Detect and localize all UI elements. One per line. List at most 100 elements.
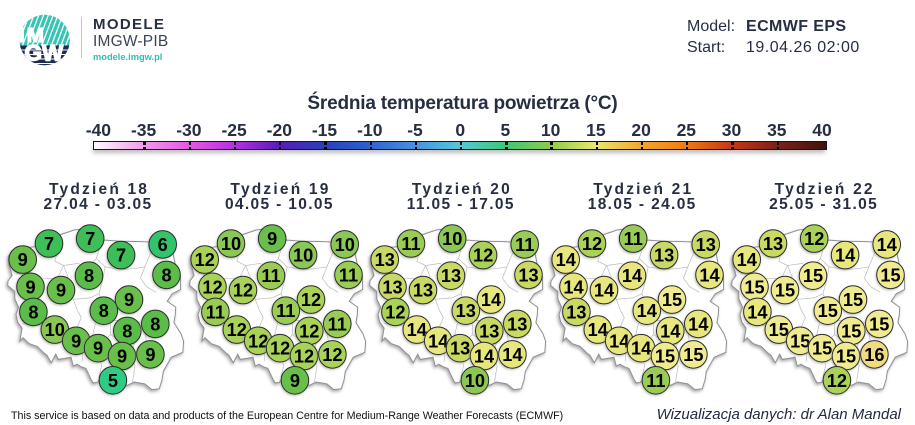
- svg-text:12: 12: [233, 281, 253, 301]
- svg-text:13: 13: [479, 321, 499, 341]
- svg-text:9: 9: [145, 345, 155, 365]
- svg-text:15: 15: [812, 339, 832, 359]
- svg-text:14: 14: [594, 281, 615, 301]
- svg-text:15: 15: [768, 320, 788, 340]
- svg-text:14: 14: [688, 314, 709, 334]
- svg-text:12: 12: [294, 347, 314, 367]
- svg-text:13: 13: [456, 301, 476, 321]
- svg-text:15: 15: [790, 331, 810, 351]
- svg-text:9: 9: [71, 331, 81, 351]
- svg-text:11: 11: [339, 265, 358, 285]
- svg-text:15: 15: [662, 290, 682, 310]
- svg-text:9: 9: [18, 250, 28, 270]
- svg-text:13: 13: [450, 339, 470, 359]
- svg-text:8: 8: [28, 302, 38, 322]
- svg-text:14: 14: [609, 331, 630, 351]
- svg-text:10: 10: [221, 234, 241, 254]
- svg-text:13: 13: [696, 235, 716, 255]
- svg-text:12: 12: [582, 234, 602, 254]
- svg-text:14: 14: [588, 320, 609, 340]
- svg-text:8: 8: [150, 314, 160, 334]
- svg-text:14: 14: [660, 321, 681, 341]
- svg-text:15: 15: [843, 290, 863, 310]
- svg-text:9: 9: [25, 277, 35, 297]
- svg-text:13: 13: [507, 314, 527, 334]
- svg-text:15: 15: [744, 277, 764, 297]
- svg-text:11: 11: [402, 234, 421, 254]
- svg-text:12: 12: [827, 371, 847, 391]
- svg-text:8: 8: [99, 301, 109, 321]
- svg-text:10: 10: [465, 371, 485, 391]
- svg-text:10: 10: [293, 246, 313, 266]
- svg-text:15: 15: [683, 345, 703, 365]
- svg-text:11: 11: [624, 229, 643, 249]
- svg-text:12: 12: [473, 246, 493, 266]
- svg-text:14: 14: [503, 345, 524, 365]
- svg-text:13: 13: [566, 302, 586, 322]
- svg-text:14: 14: [747, 302, 768, 322]
- svg-text:12: 12: [248, 331, 268, 351]
- svg-text:14: 14: [556, 250, 577, 270]
- svg-text:14: 14: [736, 250, 757, 270]
- svg-text:7: 7: [44, 234, 54, 254]
- svg-text:15: 15: [836, 347, 856, 367]
- svg-text:14: 14: [622, 266, 643, 286]
- svg-text:9: 9: [124, 290, 134, 310]
- svg-text:9: 9: [117, 347, 127, 367]
- svg-text:8: 8: [122, 321, 132, 341]
- svg-text:14: 14: [631, 339, 652, 359]
- svg-text:14: 14: [481, 290, 502, 310]
- svg-text:14: 14: [637, 301, 658, 321]
- svg-text:12: 12: [270, 339, 290, 359]
- svg-text:7: 7: [85, 229, 95, 249]
- svg-text:11: 11: [206, 302, 225, 322]
- svg-text:11: 11: [515, 235, 534, 255]
- svg-text:12: 12: [299, 321, 319, 341]
- svg-text:12: 12: [202, 277, 222, 297]
- svg-text:11: 11: [328, 314, 347, 334]
- svg-text:12: 12: [195, 250, 215, 270]
- svg-text:16: 16: [864, 345, 884, 365]
- svg-text:15: 15: [803, 266, 823, 286]
- svg-text:10: 10: [442, 229, 462, 249]
- svg-text:13: 13: [519, 265, 539, 285]
- svg-text:5: 5: [108, 371, 118, 391]
- svg-text:11: 11: [276, 301, 295, 321]
- svg-text:13: 13: [413, 281, 433, 301]
- svg-text:9: 9: [267, 229, 277, 249]
- svg-text:13: 13: [383, 277, 403, 297]
- svg-text:15: 15: [869, 314, 889, 334]
- svg-text:12: 12: [386, 302, 406, 322]
- svg-text:12: 12: [301, 290, 321, 310]
- svg-text:13: 13: [763, 234, 783, 254]
- svg-text:12: 12: [804, 229, 824, 249]
- svg-text:IM: IM: [19, 24, 46, 47]
- svg-text:14: 14: [563, 277, 584, 297]
- svg-text:14: 14: [428, 331, 449, 351]
- svg-text:15: 15: [655, 347, 675, 367]
- svg-text:12: 12: [322, 345, 342, 365]
- svg-text:9: 9: [290, 371, 300, 391]
- svg-text:13: 13: [441, 266, 461, 286]
- svg-text:GW: GW: [25, 41, 65, 66]
- svg-text:8: 8: [161, 265, 171, 285]
- svg-text:14: 14: [835, 246, 856, 266]
- svg-text:9: 9: [93, 339, 103, 359]
- svg-text:15: 15: [817, 301, 837, 321]
- svg-text:9: 9: [56, 281, 66, 301]
- svg-text:13: 13: [375, 250, 395, 270]
- svg-text:8: 8: [84, 266, 94, 286]
- svg-text:10: 10: [45, 320, 65, 340]
- svg-text:15: 15: [880, 265, 900, 285]
- svg-text:14: 14: [407, 320, 428, 340]
- svg-text:6: 6: [158, 235, 168, 255]
- svg-text:10: 10: [335, 235, 355, 255]
- svg-text:15: 15: [775, 281, 795, 301]
- svg-text:11: 11: [646, 371, 665, 391]
- svg-text:14: 14: [699, 265, 720, 285]
- svg-text:11: 11: [261, 266, 280, 286]
- svg-text:12: 12: [227, 320, 247, 340]
- svg-text:13: 13: [654, 246, 674, 266]
- svg-text:14: 14: [474, 347, 495, 367]
- svg-text:14: 14: [876, 235, 897, 255]
